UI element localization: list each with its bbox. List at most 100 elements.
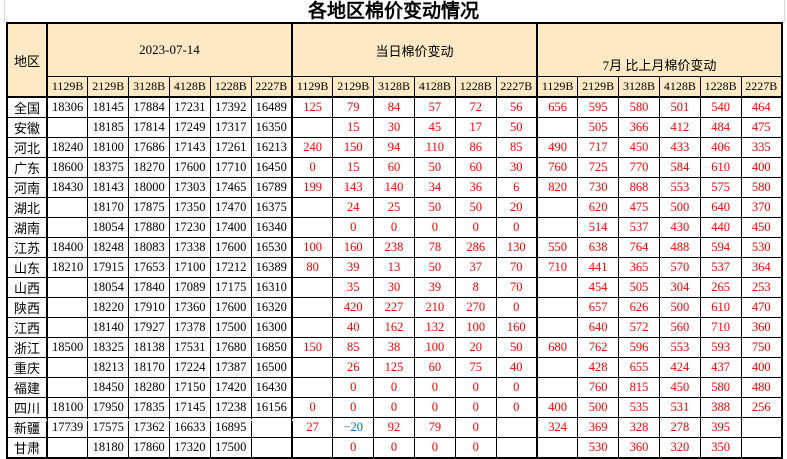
monthly_change-cell: 360	[618, 437, 660, 459]
monthly_change-cell: 595	[577, 96, 620, 118]
date_prices-cell: 17680	[209, 337, 252, 358]
daily_change-cell	[290, 317, 334, 338]
date_prices-cell	[46, 317, 89, 338]
daily_change-cell: 86	[454, 137, 497, 158]
region-cell: 陕西	[6, 297, 48, 318]
grade-column-header: 2129B	[87, 76, 130, 98]
table-row: 江西 18140 17927 17378 17500 16300 40 162 132 100 16…	[6, 317, 783, 338]
daily_change-cell: 79	[332, 96, 375, 118]
monthly_change-cell	[740, 437, 783, 459]
date_prices-cell: 16789	[250, 177, 293, 198]
sheet-gridline	[784, 0, 785, 22]
date_prices-cell: 17150	[168, 377, 211, 398]
daily_change-cell: 37	[454, 257, 497, 278]
daily_change-cell	[290, 297, 334, 318]
daily_change-cell: 110	[413, 137, 456, 158]
date_prices-cell: 18600	[46, 157, 89, 178]
daily_change-cell: 0	[454, 437, 497, 459]
date_prices-cell: 17470	[209, 197, 252, 218]
date_prices-cell: 17910	[128, 297, 170, 318]
daily_change-cell: 30	[373, 117, 415, 138]
daily_change-cell: 0	[413, 217, 456, 238]
group-header-monthly-change: 7月 比上月棉价变动	[535, 22, 783, 77]
monthly_change-cell: 441	[577, 257, 620, 278]
date_prices-cell: 16340	[250, 217, 293, 238]
date_prices-cell: 17465	[209, 177, 252, 198]
monthly_change-cell	[535, 117, 579, 138]
monthly_change-cell	[535, 277, 579, 298]
region-cell: 广东	[6, 157, 48, 178]
date_prices-cell: 18170	[128, 357, 170, 378]
daily_change-cell: 0	[454, 397, 497, 418]
date_prices-cell: 18185	[87, 117, 130, 138]
grade-column-header: 3128B	[618, 76, 660, 98]
monthly_change-cell: 725	[577, 157, 620, 178]
date_prices-cell: 16310	[250, 277, 293, 298]
group-header-row: 地区 2023-07-14 当日棉价变动 7月 比上月棉价变动	[6, 22, 783, 98]
daily_change-cell: 0	[454, 217, 497, 238]
daily_change-cell: 75	[454, 357, 497, 378]
daily_change-cell: 70	[495, 277, 538, 298]
monthly_change-cell: 596	[618, 337, 660, 358]
daily_change-cell: 0	[373, 397, 415, 418]
monthly_change-cell: 406	[699, 137, 742, 158]
date_prices-cell	[250, 437, 293, 459]
daily_change-cell: 60	[413, 357, 456, 378]
daily_change-cell: 8	[454, 277, 497, 298]
date_prices-cell: 17653	[128, 257, 170, 278]
daily_change-cell: 0	[332, 437, 375, 459]
monthly_change-cell: 484	[699, 117, 742, 138]
date_prices-cell: 18450	[87, 377, 130, 398]
grade-column-header: 1228B	[209, 76, 252, 98]
date_prices-cell	[46, 437, 89, 459]
daily_change-cell: 30	[373, 277, 415, 298]
monthly_change-cell: 764	[618, 237, 660, 258]
daily_change-cell: 0	[290, 397, 334, 418]
monthly_change-cell	[535, 297, 579, 318]
daily_change-cell: 85	[495, 137, 538, 158]
date_prices-cell: 18100	[46, 397, 89, 418]
monthly_change-cell: 437	[699, 357, 742, 378]
region-cell: 福建	[6, 377, 48, 398]
daily_change-cell: 6	[495, 177, 538, 198]
daily_change-cell	[290, 117, 334, 138]
date_prices-cell: 18213	[87, 357, 130, 378]
date_prices-cell: 17814	[128, 117, 170, 138]
monthly_change-cell: 320	[658, 437, 701, 459]
daily_change-cell: 25	[373, 197, 415, 218]
monthly_change-cell: 490	[535, 137, 579, 158]
date_prices-cell: 18430	[46, 177, 89, 198]
daily_change-cell: 39	[332, 257, 375, 278]
table-row: 河南 18430 18143 18000 17303 17465 16789 199 143 14…	[6, 177, 783, 198]
date_prices-cell: 17143	[168, 137, 211, 158]
monthly_change-cell: 440	[699, 217, 742, 238]
daily_change-cell: 40	[495, 357, 538, 378]
daily_change-cell: 70	[495, 257, 538, 278]
monthly_change-cell: 638	[577, 237, 620, 258]
date_prices-cell: 17531	[168, 337, 211, 358]
monthly_change-cell: 470	[740, 297, 783, 318]
daily_change-cell: 286	[454, 237, 497, 258]
monthly_change-cell: 730	[577, 177, 620, 198]
date_prices-cell: 16489	[250, 96, 293, 118]
daily_change-cell: 50	[413, 157, 456, 178]
daily_change-cell: 56	[495, 96, 538, 118]
daily_change-cell: 150	[290, 337, 334, 358]
date_prices-cell	[46, 297, 89, 318]
table-row: 江苏 18400 18248 18083 17338 17600 16530 100 160 23…	[6, 237, 783, 258]
monthly_change-cell: 760	[535, 157, 579, 178]
region-cell: 河北	[6, 137, 48, 158]
region-cell: 河南	[6, 177, 48, 198]
monthly_change-cell: 256	[740, 397, 783, 418]
date_prices-cell: 18500	[46, 337, 89, 358]
monthly_change-cell: 366	[618, 117, 660, 138]
date_prices-cell: 17500	[209, 317, 252, 338]
monthly_change-cell: 304	[658, 277, 701, 298]
date_prices-cell: 17686	[128, 137, 170, 158]
monthly_change-cell: 454	[577, 277, 620, 298]
date_prices-cell	[46, 357, 89, 378]
date_prices-cell: 17261	[209, 137, 252, 158]
monthly_change-cell: 593	[699, 337, 742, 358]
date_prices-cell: 17875	[128, 197, 170, 218]
daily_change-cell: 210	[413, 297, 456, 318]
